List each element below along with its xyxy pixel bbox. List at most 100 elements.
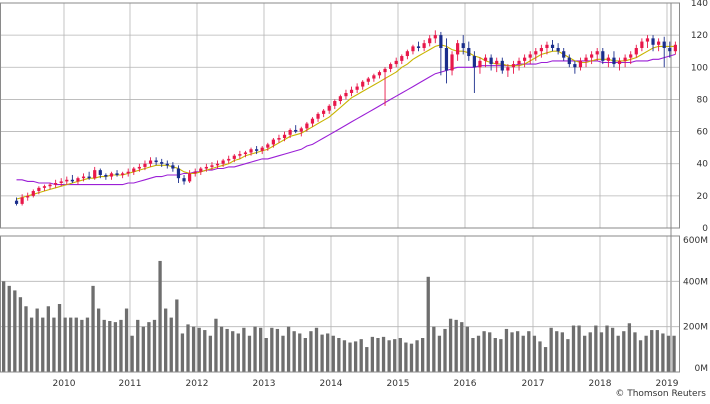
year-tick-label: 2014: [320, 379, 343, 389]
candle-body: [126, 171, 130, 174]
candle-body: [115, 173, 119, 175]
volume-bar: [314, 327, 319, 372]
candle-body: [389, 64, 393, 69]
candle-body: [405, 51, 409, 57]
candle-body: [48, 184, 52, 187]
volume-bar: [57, 304, 62, 372]
volume-bar: [52, 317, 56, 372]
candle-body: [573, 64, 577, 68]
volume-bar: [499, 339, 503, 372]
volume-bar: [292, 331, 296, 372]
candle-body: [165, 163, 169, 166]
volume-bar: [409, 343, 414, 372]
candle-body: [467, 48, 471, 57]
volume-bar: [549, 327, 553, 372]
volume-bar: [225, 328, 229, 372]
volume-bar: [186, 324, 190, 372]
candle-body: [282, 134, 287, 138]
candle-body: [489, 57, 493, 65]
volume-bar: [320, 334, 324, 372]
volume-bar: [588, 332, 592, 372]
candle-body: [394, 60, 398, 65]
candle-body: [545, 44, 549, 48]
year-tick-label: 2019: [656, 379, 679, 389]
candle-body: [70, 179, 74, 182]
candle-body: [305, 123, 309, 129]
candle-body: [104, 174, 108, 177]
volume-bar: [158, 260, 162, 372]
volume-bar: [488, 332, 492, 372]
volume-bar: [136, 319, 140, 372]
volume-bar: [18, 297, 23, 372]
candle-body: [266, 144, 270, 148]
volume-tick-label: 200M: [683, 323, 708, 333]
candle-body: [160, 162, 164, 164]
volume-bar: [348, 342, 352, 372]
candle-body: [188, 173, 192, 182]
candle-body: [65, 179, 69, 182]
volume-bar: [493, 338, 497, 372]
volume-bar: [398, 338, 402, 372]
candle-body: [299, 128, 303, 132]
price-tick-label: 80: [697, 95, 709, 105]
volume-bar: [605, 325, 609, 372]
candle-body: [232, 155, 236, 159]
volume-bar: [638, 340, 643, 372]
volume-bar: [622, 331, 626, 372]
candle-body: [37, 187, 41, 192]
volume-bar: [666, 335, 671, 372]
volume-bar: [482, 331, 486, 372]
volume-tick-label: 400M: [683, 277, 708, 287]
volume-bar: [504, 328, 509, 372]
volume-bar: [2, 281, 6, 372]
candle-body: [310, 118, 315, 124]
volume-bar: [214, 318, 218, 372]
candle-body: [483, 57, 488, 61]
candle-body: [204, 166, 208, 169]
volume-bar: [270, 327, 274, 372]
volume-bar: [13, 290, 17, 372]
candle-body: [182, 178, 186, 182]
volume-bar: [342, 340, 347, 372]
volume-bar: [331, 335, 335, 372]
volume-bar: [85, 317, 90, 372]
volume-bar: [113, 322, 118, 372]
volume-bar: [281, 335, 285, 372]
candle-body: [511, 64, 516, 68]
moving-average-short: [16, 44, 676, 200]
volume-bar: [543, 347, 548, 372]
volume-bar: [219, 326, 224, 372]
candle-body: [148, 160, 153, 164]
candle-body: [42, 186, 47, 188]
candle-body: [539, 48, 543, 52]
candle-body: [81, 176, 86, 179]
volume-bar: [29, 317, 34, 372]
volume-bar: [164, 308, 168, 372]
candle-body: [333, 101, 337, 106]
ma-long-line: [16, 53, 676, 186]
volume-bar: [74, 317, 78, 372]
candle-body: [137, 166, 141, 169]
candle-body: [377, 72, 382, 76]
candle-body: [349, 89, 354, 93]
candle-body: [601, 51, 605, 61]
volume-bar: [644, 335, 648, 372]
year-tick-label: 2011: [119, 379, 142, 389]
volume-bar: [515, 331, 520, 372]
candle-body: [372, 75, 376, 79]
volume-bar: [303, 338, 307, 372]
candle-body: [584, 57, 588, 61]
volume-bar: [465, 326, 470, 372]
volume-bar: [555, 331, 559, 372]
candle-body: [567, 57, 571, 65]
candle-body: [221, 160, 225, 164]
candlestick-series: [14, 30, 677, 206]
candle-body: [428, 38, 432, 44]
candle-body: [294, 129, 298, 132]
volume-bar: [337, 338, 341, 372]
candle-body: [355, 86, 359, 90]
candle-body: [433, 35, 437, 39]
candle-body: [98, 170, 102, 175]
candle-body: [215, 163, 220, 166]
volume-bar: [426, 276, 430, 372]
